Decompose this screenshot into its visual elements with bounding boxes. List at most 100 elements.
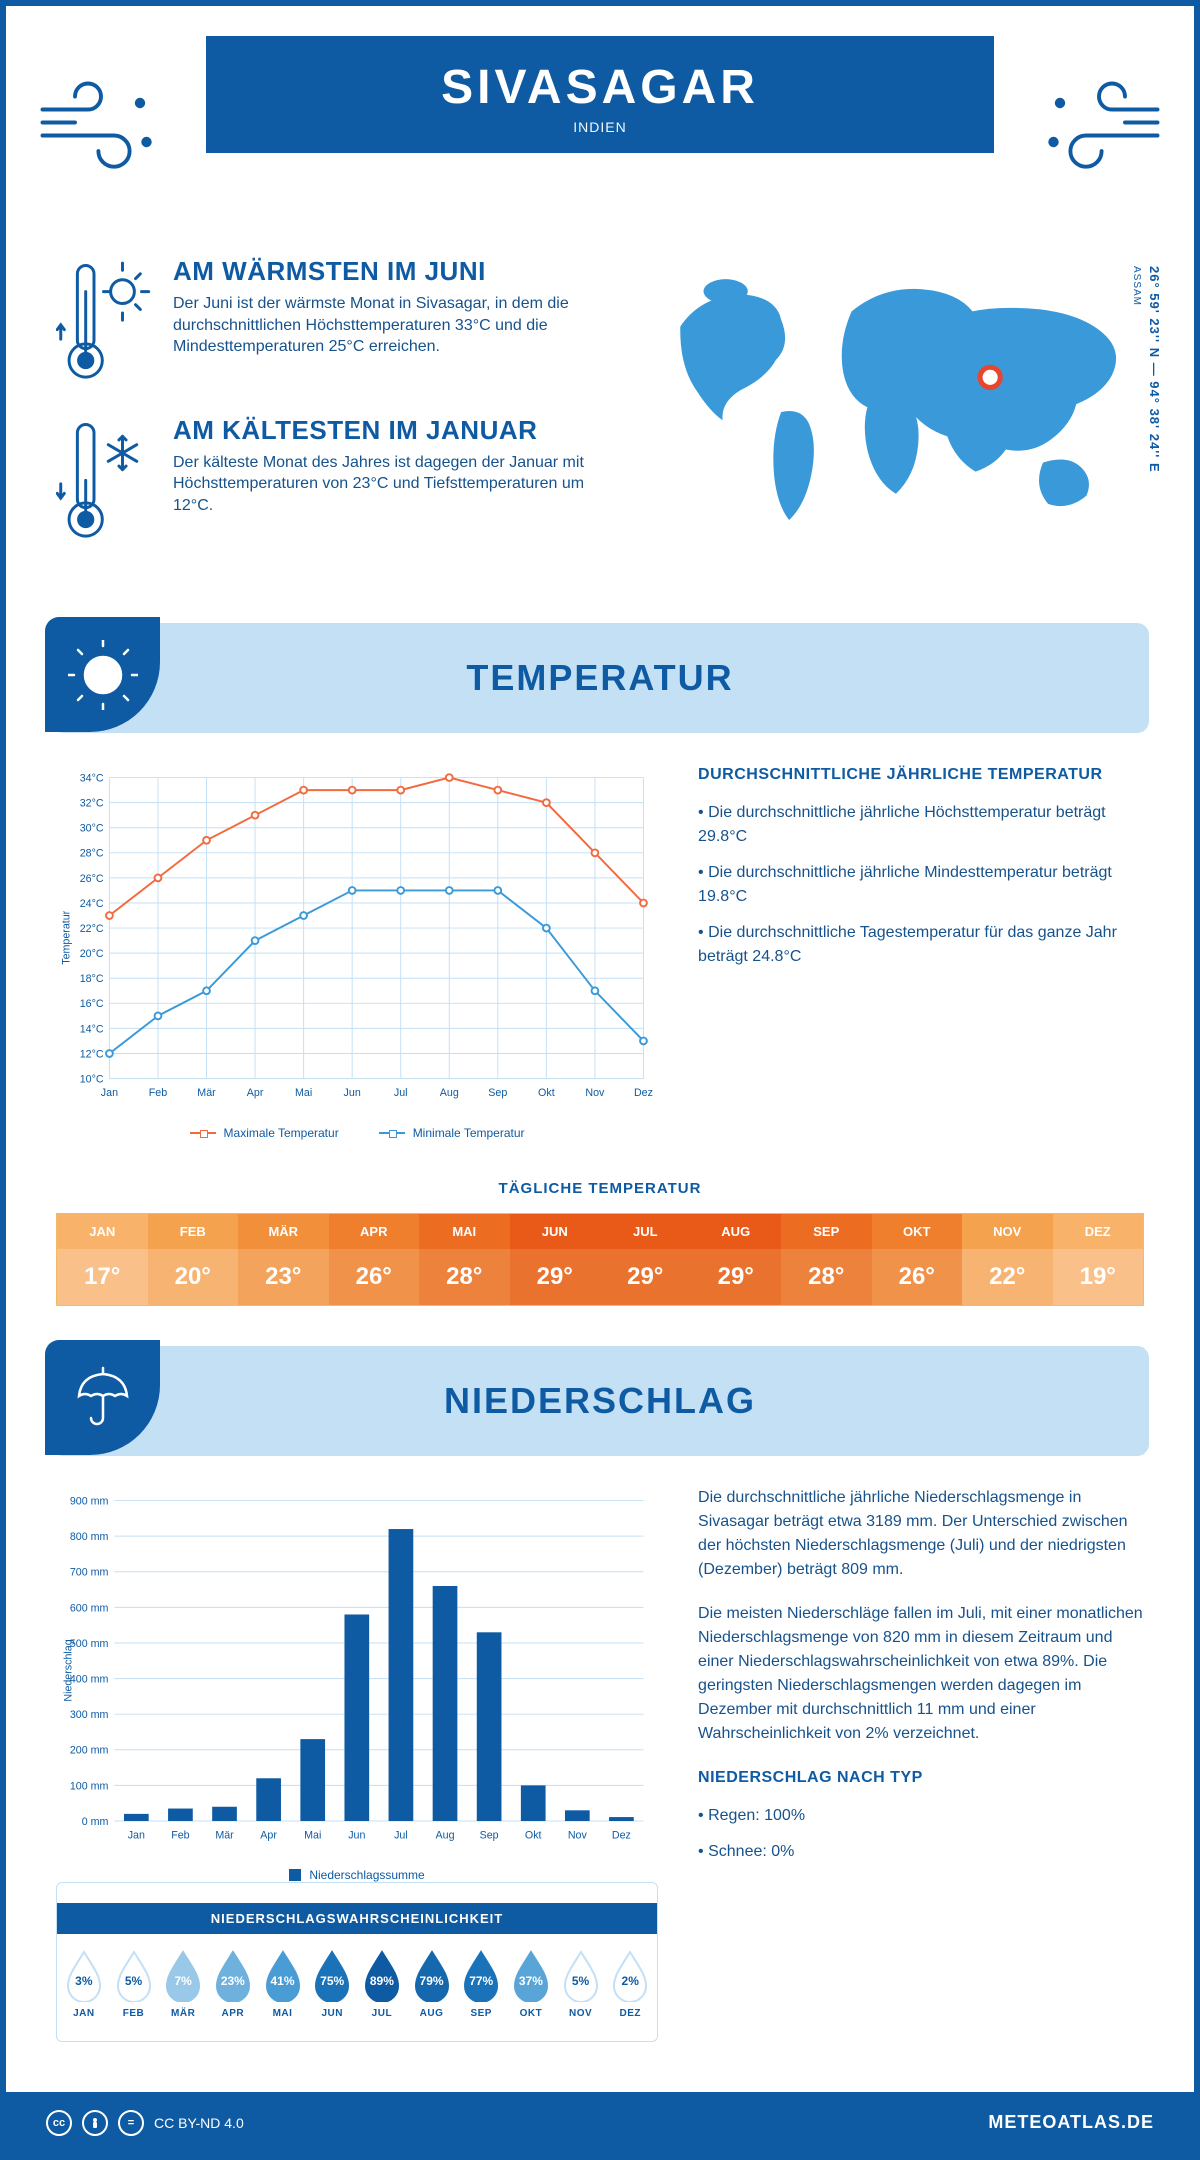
svg-text:Niederschlag: Niederschlag bbox=[63, 1639, 75, 1701]
svg-text:Apr: Apr bbox=[260, 1829, 277, 1841]
precip-legend: Niederschlagssumme bbox=[56, 1868, 658, 1882]
temp-bullet: Die durchschnittliche jährliche Höchstte… bbox=[698, 801, 1144, 849]
thermometer-sun-icon bbox=[56, 256, 151, 387]
probability-label: NIEDERSCHLAGSWAHRSCHEINLICHKEIT bbox=[57, 1903, 657, 1934]
license-text: CC BY-ND 4.0 bbox=[154, 2115, 244, 2131]
svg-text:Aug: Aug bbox=[440, 1087, 459, 1099]
probability-cell: 7%MÄR bbox=[160, 1948, 206, 2019]
thermometer-snow-icon bbox=[56, 415, 151, 546]
svg-text:100 mm: 100 mm bbox=[70, 1780, 109, 1792]
precipitation-chart: 0 mm100 mm200 mm300 mm400 mm500 mm600 mm… bbox=[56, 1486, 658, 1882]
temp-cell: FEB20° bbox=[148, 1214, 239, 1305]
probability-cell: 5%FEB bbox=[111, 1948, 157, 2019]
svg-text:Jan: Jan bbox=[101, 1087, 118, 1099]
svg-text:Feb: Feb bbox=[171, 1829, 189, 1841]
precip-para2: Die meisten Niederschläge fallen im Juli… bbox=[698, 1602, 1144, 1746]
temperature-chart: 10°C12°C14°C16°C18°C20°C22°C24°C26°C28°C… bbox=[56, 763, 658, 1140]
legend-min: Minimale Temperatur bbox=[413, 1126, 525, 1140]
wind-icon-left bbox=[36, 74, 166, 184]
coldest-text: Der kälteste Monat des Jahres ist dagege… bbox=[173, 452, 610, 517]
probability-cell: 79%AUG bbox=[409, 1948, 455, 2019]
svg-text:16°C: 16°C bbox=[80, 998, 104, 1010]
svg-text:22°C: 22°C bbox=[80, 923, 104, 935]
temp-cell: AUG29° bbox=[691, 1214, 782, 1305]
header: SIVASAGAR INDIEN bbox=[6, 36, 1194, 246]
svg-text:0 mm: 0 mm bbox=[82, 1816, 109, 1828]
city-title: SIVASAGAR bbox=[206, 60, 994, 115]
probability-cell: 41%MAI bbox=[260, 1948, 306, 2019]
legend-max: Maximale Temperatur bbox=[224, 1126, 339, 1140]
world-map-block: 26° 59' 23'' N — 94° 38' 24'' E ASSAM bbox=[640, 256, 1144, 573]
temp-bullet: Die durchschnittliche Tagestemperatur fü… bbox=[698, 921, 1144, 969]
svg-text:Jun: Jun bbox=[348, 1829, 365, 1841]
umbrella-icon bbox=[45, 1340, 160, 1455]
svg-text:Jun: Jun bbox=[344, 1087, 361, 1099]
svg-text:600 mm: 600 mm bbox=[70, 1602, 109, 1614]
svg-text:20°C: 20°C bbox=[80, 948, 104, 960]
svg-text:300 mm: 300 mm bbox=[70, 1709, 109, 1721]
temp-cell: SEP28° bbox=[781, 1214, 872, 1305]
probability-cell: 37%OKT bbox=[508, 1948, 554, 2019]
probability-cell: 5%NOV bbox=[558, 1948, 604, 2019]
svg-text:Feb: Feb bbox=[149, 1087, 167, 1099]
intro-section: AM WÄRMSTEN IM JUNI Der Juni ist der wär… bbox=[6, 246, 1194, 603]
by-icon bbox=[82, 2110, 108, 2136]
title-banner: SIVASAGAR INDIEN bbox=[206, 36, 994, 153]
precip-type-bullet: Schnee: 0% bbox=[698, 1840, 1144, 1864]
temperature-legend: Maximale Temperatur Minimale Temperatur bbox=[56, 1126, 658, 1140]
probability-cell: 77%SEP bbox=[458, 1948, 504, 2019]
nd-icon: = bbox=[118, 2110, 144, 2136]
temperature-section-header: TEMPERATUR bbox=[51, 623, 1149, 733]
svg-text:Nov: Nov bbox=[568, 1829, 588, 1841]
coordinates-label: 26° 59' 23'' N — 94° 38' 24'' E bbox=[1147, 266, 1162, 473]
svg-text:28°C: 28°C bbox=[80, 848, 104, 860]
svg-text:34°C: 34°C bbox=[80, 773, 104, 785]
temp-cell: JAN17° bbox=[57, 1214, 148, 1305]
precip-type-bullet: Regen: 100% bbox=[698, 1804, 1144, 1828]
temp-cell: APR26° bbox=[329, 1214, 420, 1305]
warmest-title: AM WÄRMSTEN IM JUNI bbox=[173, 256, 610, 287]
temp-cell: JUN29° bbox=[510, 1214, 601, 1305]
svg-text:500 mm: 500 mm bbox=[70, 1638, 109, 1650]
sun-icon bbox=[45, 617, 160, 732]
daily-temp-label: TÄGLICHE TEMPERATUR bbox=[6, 1180, 1194, 1197]
precip-para1: Die durchschnittliche jährliche Niedersc… bbox=[698, 1486, 1144, 1582]
probability-cell: 75%JUN bbox=[309, 1948, 355, 2019]
license-block: cc = CC BY-ND 4.0 bbox=[46, 2110, 244, 2136]
svg-text:14°C: 14°C bbox=[80, 1024, 104, 1036]
probability-cell: 23%APR bbox=[210, 1948, 256, 2019]
svg-text:18°C: 18°C bbox=[80, 973, 104, 985]
temp-cell: DEZ19° bbox=[1053, 1214, 1144, 1305]
temp-cell: OKT26° bbox=[872, 1214, 963, 1305]
svg-text:32°C: 32°C bbox=[80, 798, 104, 810]
svg-text:Apr: Apr bbox=[247, 1087, 264, 1099]
svg-text:10°C: 10°C bbox=[80, 1074, 104, 1086]
svg-text:800 mm: 800 mm bbox=[70, 1531, 109, 1543]
svg-text:200 mm: 200 mm bbox=[70, 1744, 109, 1756]
coldest-block: AM KÄLTESTEN IM JANUAR Der kälteste Mona… bbox=[56, 415, 610, 546]
svg-text:24°C: 24°C bbox=[80, 898, 104, 910]
warmest-text: Der Juni ist der wärmste Monat in Sivasa… bbox=[173, 293, 610, 358]
svg-text:700 mm: 700 mm bbox=[70, 1566, 109, 1578]
svg-text:Jan: Jan bbox=[128, 1829, 145, 1841]
svg-text:Mai: Mai bbox=[295, 1087, 312, 1099]
footer: cc = CC BY-ND 4.0 METEOATLAS.DE bbox=[6, 2092, 1194, 2154]
svg-text:Sep: Sep bbox=[480, 1829, 499, 1841]
temp-cell: MÄR23° bbox=[238, 1214, 329, 1305]
temp-bullet: Die durchschnittliche jährliche Mindestt… bbox=[698, 861, 1144, 909]
svg-text:Sep: Sep bbox=[488, 1087, 507, 1099]
svg-text:Dez: Dez bbox=[634, 1087, 653, 1099]
region-label: ASSAM bbox=[1131, 266, 1142, 306]
coldest-title: AM KÄLTESTEN IM JANUAR bbox=[173, 415, 610, 446]
precipitation-title: NIEDERSCHLAG bbox=[444, 1380, 756, 1422]
probability-box: NIEDERSCHLAGSWAHRSCHEINLICHKEIT 3%JAN5%F… bbox=[56, 1882, 658, 2042]
svg-text:30°C: 30°C bbox=[80, 823, 104, 835]
country-subtitle: INDIEN bbox=[206, 119, 994, 135]
svg-text:Jul: Jul bbox=[394, 1829, 408, 1841]
svg-text:Nov: Nov bbox=[585, 1087, 605, 1099]
precip-type-heading: NIEDERSCHLAG NACH TYP bbox=[698, 1766, 1144, 1790]
svg-text:Dez: Dez bbox=[612, 1829, 631, 1841]
probability-cell: 2%DEZ bbox=[607, 1948, 653, 2019]
svg-text:Aug: Aug bbox=[436, 1829, 455, 1841]
warmest-block: AM WÄRMSTEN IM JUNI Der Juni ist der wär… bbox=[56, 256, 610, 387]
